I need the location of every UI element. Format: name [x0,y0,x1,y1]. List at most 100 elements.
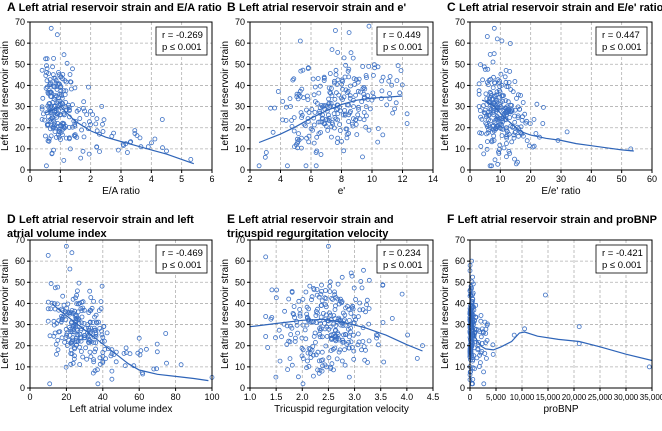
x-tick-label: 3.5 [374,392,387,402]
data-point [336,349,342,355]
data-point [270,129,276,135]
data-point [70,296,76,302]
data-point [481,151,487,157]
data-point [490,342,496,348]
data-point [490,96,496,102]
data-point [292,315,298,320]
y-axis-label: Left atrial reservoir strain [220,259,231,369]
data-point [64,332,69,338]
data-point [93,340,99,346]
data-point [341,94,347,100]
stats-box [595,26,648,56]
data-point [499,38,505,44]
data-point [295,330,301,336]
data-point [273,295,279,301]
data-point [92,368,98,374]
data-point [485,112,491,118]
data-point [79,127,84,133]
data-point [503,109,509,115]
data-point [477,130,483,136]
data-point [44,63,49,69]
data-point [344,90,350,95]
data-point [346,345,352,351]
data-point [473,326,479,332]
x-tick-label: 6 [209,174,214,184]
data-point [318,152,324,157]
data-point [290,77,296,83]
y-tick-label: 30 [15,320,25,330]
data-point [485,66,491,72]
data-point [350,306,356,312]
chart-title-line: tricuspid regurgitation velocity [227,228,389,240]
x-tick-label: 0 [27,174,32,184]
data-point [57,101,63,107]
data-point [355,104,361,110]
data-point [300,322,306,328]
data-point [311,287,317,293]
data-point [471,307,477,313]
data-point [540,121,546,126]
y-tick-label: 50 [235,59,245,69]
data-point [46,136,52,142]
y-tick-label: 60 [455,38,465,48]
data-point [297,307,303,312]
data-point [508,87,514,92]
data-point [405,332,411,338]
data-point [299,112,305,118]
data-point [93,121,99,127]
data-point [331,125,337,131]
data-point [341,332,346,338]
data-point [122,363,128,369]
data-point [83,345,88,351]
x-tick-label: 1 [58,174,63,184]
data-point [154,341,160,347]
data-point [43,133,48,139]
data-point [74,337,79,343]
data-point [299,353,305,359]
data-point [291,304,297,309]
data-point [315,349,321,355]
data-point [317,334,323,340]
data-point [379,88,385,94]
y-tick-label: 60 [15,38,25,48]
data-point [328,90,334,96]
data-point [375,333,380,339]
data-point [335,135,341,141]
data-point [351,332,356,338]
data-point [92,349,98,355]
data-point [363,113,369,119]
data-point [296,298,302,304]
data-point [339,274,345,280]
data-point [344,131,350,137]
data-point [484,34,490,39]
data-point [292,335,298,341]
data-point [494,113,500,119]
data-point [363,104,369,110]
data-point [355,342,361,348]
data-point [507,115,513,120]
data-point [320,357,326,363]
data-point [283,104,289,110]
y-tick-label: 60 [455,256,465,266]
data-point [90,112,95,117]
data-point [378,96,384,101]
y-tick-label: 50 [15,59,25,69]
data-point [380,320,386,325]
data-point [491,25,497,31]
data-point [188,156,194,162]
data-point [256,163,262,169]
data-point [57,329,63,335]
data-point [503,127,509,133]
data-point [484,146,490,152]
data-point [366,23,372,29]
data-point [330,296,336,302]
data-point [312,330,318,336]
data-point [100,121,105,127]
data-point [477,360,483,366]
data-point [475,346,481,352]
data-point [80,299,86,305]
x-tick-label: 30,000 [614,393,639,402]
data-point [387,91,392,96]
data-point [132,128,138,134]
